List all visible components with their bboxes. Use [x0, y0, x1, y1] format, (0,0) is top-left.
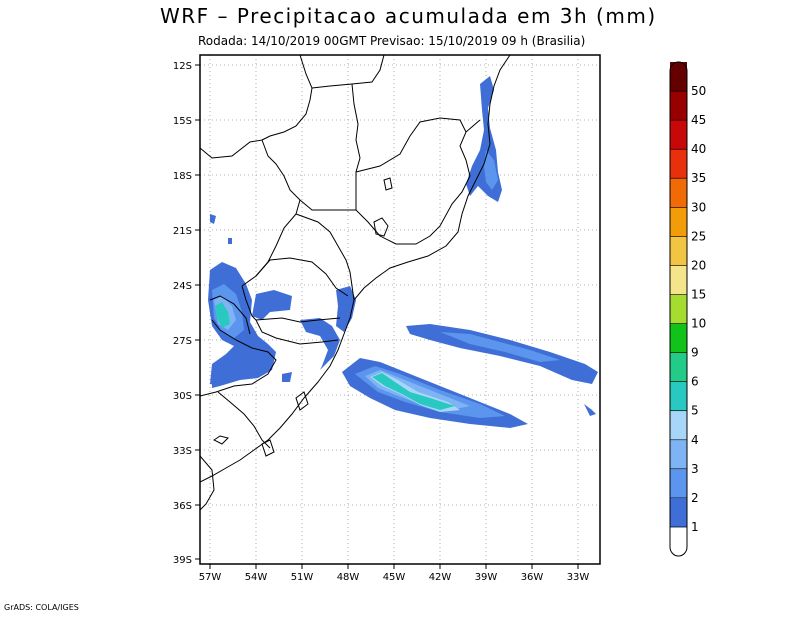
colorbar-swatch — [670, 497, 687, 528]
colorbar-swatch — [670, 207, 687, 237]
colorbar-label: 50 — [691, 84, 706, 98]
colorbar-swatch — [670, 352, 687, 383]
colorbar-swatch — [670, 439, 687, 470]
longitude-axis: 57W 54W 51W 48W 45W 42W 39W 36W 33W — [199, 564, 590, 583]
latitude-axis: 12S 15S 18S 21S 24S 27S 30S 33S 36S 39S — [173, 61, 200, 566]
colorbar-swatch — [670, 381, 687, 412]
colorbar-label: 4 — [691, 433, 699, 447]
colorbar-outline — [669, 61, 688, 557]
lon-tick-label: 48W — [337, 572, 360, 583]
colorbar-label: 3 — [691, 462, 699, 476]
lat-tick-label: 21S — [173, 226, 192, 237]
colorbar-label: 30 — [691, 200, 706, 214]
lat-tick-label: 27S — [173, 336, 192, 347]
colorbar-label: 40 — [691, 142, 706, 156]
map-frame — [199, 54, 601, 565]
colorbar-label: 9 — [691, 346, 699, 360]
colorbar-label: 6 — [691, 375, 699, 389]
lon-tick-label: 45W — [383, 572, 406, 583]
coastline-borders — [200, 55, 511, 511]
lat-tick-label: 15S — [173, 116, 192, 127]
lon-tick-label: 36W — [521, 572, 544, 583]
lon-tick-label: 39W — [475, 572, 498, 583]
colorbar-label: 10 — [691, 317, 706, 331]
lon-tick-label: 54W — [245, 572, 268, 583]
lon-tick-label: 51W — [291, 572, 314, 583]
colorbar-swatch — [670, 91, 687, 121]
lon-tick-label: 33W — [567, 572, 590, 583]
lat-tick-label: 18S — [173, 171, 192, 182]
colorbar-swatch — [670, 265, 687, 295]
colorbar-label: 2 — [691, 491, 699, 505]
colorbar-swatch — [670, 178, 687, 208]
colorbar-label: 25 — [691, 229, 706, 243]
colorbar-label: 1 — [691, 520, 699, 534]
colorbar-swatch — [670, 468, 687, 499]
map-subtitle: Rodada: 14/10/2019 00GMT Previsao: 15/10… — [198, 34, 586, 48]
lon-tick-label: 57W — [199, 572, 222, 583]
lat-tick-label: 24S — [173, 281, 192, 292]
colorbar-label: 35 — [691, 171, 706, 185]
lat-tick-label: 33S — [173, 446, 192, 457]
colorbar-swatch — [670, 120, 687, 150]
lat-tick-label: 12S — [173, 61, 192, 72]
colorbar-swatch — [670, 410, 687, 441]
colorbar-swatch — [670, 294, 687, 325]
colorbar-label: 45 — [691, 113, 706, 127]
map-title: WRF – Precipitacao acumulada em 3h (mm) — [160, 4, 657, 28]
colorbar-swatch — [670, 526, 687, 557]
precipitation-field — [208, 76, 598, 428]
credit-label: GrADS: COLA/IGES — [4, 603, 79, 612]
colorbar-label: 5 — [691, 404, 699, 418]
lon-tick-label: 42W — [429, 572, 452, 583]
lat-tick-label: 30S — [173, 391, 192, 402]
colorbar-swatch — [670, 149, 687, 179]
colorbar-label: 15 — [691, 287, 706, 301]
colorbar-swatch — [670, 62, 687, 92]
lat-tick-label: 36S — [173, 501, 192, 512]
colorbar-swatch — [670, 323, 687, 354]
lat-tick-label: 39S — [173, 555, 192, 566]
colorbar-swatch — [670, 236, 687, 266]
colorbar-label: 20 — [691, 258, 706, 272]
